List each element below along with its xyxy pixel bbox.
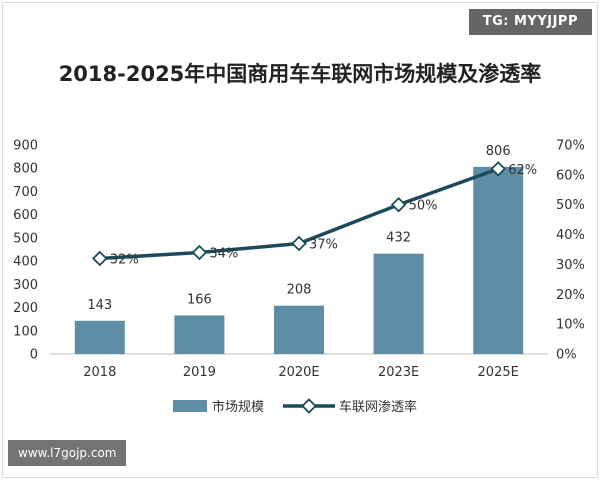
right-tick-label: 40%	[556, 228, 585, 243]
bar-data-label: 208	[287, 283, 312, 298]
chart-title: 2018-2025年中国商用车车联网市场规模及渗透率	[58, 62, 542, 86]
bar-data-label: 806	[486, 144, 511, 159]
right-axis: 70% 60% 50% 40% 30% 20% 10% 0%	[556, 139, 585, 363]
line-data-label: 34%	[209, 246, 238, 261]
x-tick-label: 2023E	[378, 365, 419, 380]
right-tick-label: 30%	[556, 258, 585, 273]
right-tick-label: 50%	[556, 198, 585, 213]
left-tick-label: 800	[13, 162, 38, 177]
bar	[274, 305, 324, 354]
bar	[373, 253, 424, 354]
bar	[473, 166, 524, 354]
line-data-label: 37%	[309, 238, 338, 253]
line-data-label: 62%	[508, 163, 537, 178]
legend-line-label: 车联网渗透率	[339, 399, 417, 415]
legend-bar-swatch	[173, 400, 207, 412]
left-axis: 900 800 700 600 500 400 300 200 100 0	[13, 139, 38, 363]
line-point	[191, 244, 208, 261]
bar	[74, 320, 125, 354]
line-series: 32% 34% 37% 50% 62%	[92, 161, 537, 267]
line-point	[291, 235, 307, 252]
left-tick-label: 100	[13, 324, 38, 339]
bar-data-label: 143	[87, 298, 112, 313]
right-tick-label: 70%	[556, 139, 585, 154]
right-tick-label: 20%	[556, 288, 585, 303]
watermark-top-right: TG: MYYJJPP	[468, 9, 592, 35]
right-tick-label: 10%	[556, 318, 585, 333]
right-tick-label: 60%	[556, 168, 585, 183]
left-tick-label: 300	[13, 278, 38, 293]
legend-line-marker	[301, 398, 317, 414]
bar	[174, 315, 225, 354]
watermark-url: www.l7gojp.com	[8, 440, 127, 466]
x-axis: 2018 2019 2020E 2023E 2025E	[83, 365, 519, 380]
x-tick-label: 2019	[183, 365, 216, 380]
left-tick-label: 400	[13, 255, 38, 270]
bar-data-label: 432	[386, 231, 411, 246]
line-point	[92, 250, 108, 267]
bar-series	[74, 166, 524, 354]
left-tick-label: 200	[13, 301, 38, 316]
line-data-label: 50%	[409, 199, 438, 214]
left-tick-label: 600	[13, 208, 38, 223]
bar-labels: 143 166 208 432 806	[87, 144, 510, 313]
left-tick-label: 700	[13, 185, 38, 200]
left-tick-label: 500	[13, 231, 38, 246]
x-tick-label: 2018	[83, 365, 116, 380]
legend-bar-label: 市场规模	[212, 399, 264, 415]
line-point	[390, 196, 407, 213]
line-point	[490, 161, 506, 177]
bar-data-label: 166	[187, 292, 212, 307]
x-tick-label: 2020E	[278, 365, 319, 380]
left-tick-label: 900	[13, 139, 38, 154]
left-tick-label: 0	[30, 348, 38, 363]
x-tick-label: 2025E	[478, 365, 519, 380]
right-tick-label: 0%	[556, 348, 577, 363]
legend: 市场规模 车联网渗透率	[173, 398, 417, 415]
line-data-label: 32%	[110, 252, 139, 267]
